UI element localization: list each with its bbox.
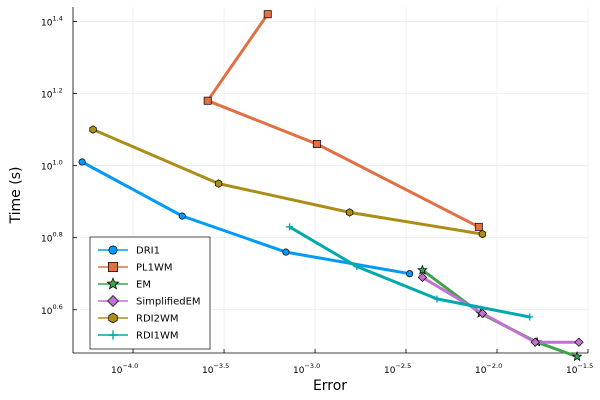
legend: DRI1 PL1WM EM SimplifiedEM RDI2WM RDI1WM (89, 236, 211, 350)
legend-swatch-marker (108, 330, 118, 340)
data-point (417, 264, 428, 275)
data-point (263, 10, 272, 19)
y-tick-label: 100.8 (41, 231, 63, 245)
data-point (78, 158, 86, 166)
legend-swatch-marker (108, 245, 118, 255)
data-point (526, 313, 534, 321)
data-point (89, 125, 97, 134)
legend-item: RDI1WM (98, 330, 178, 342)
data-point (286, 223, 294, 231)
x-axis-label: Error (313, 378, 347, 394)
legend-item: SimplifiedEM (98, 295, 201, 308)
x-tick-label: 10−2.0 (475, 362, 502, 376)
data-point (433, 295, 441, 303)
legend-item: PL1WM (98, 261, 172, 274)
series-em (417, 264, 583, 362)
legend-box (89, 236, 211, 350)
y-tick-label: 101.0 (41, 159, 63, 173)
y-tick-label: 101.4 (41, 14, 63, 28)
legend-label: RDI2WM (136, 314, 178, 325)
data-point (574, 337, 584, 347)
legend-swatch-marker (108, 312, 118, 324)
data-point (474, 222, 483, 231)
data-point (203, 96, 212, 105)
series-line (206, 13, 480, 229)
data-point (345, 208, 354, 217)
x-tick-label: 10−3.0 (293, 362, 320, 376)
legend-swatch-marker (106, 277, 120, 290)
axes: 10−4.0 10−3.5 10−3.0 10−2.5 10−2.0 10−1.5 100.… (41, 7, 593, 376)
data-point (178, 212, 186, 220)
data-point (214, 179, 223, 188)
series-simplifiedem (417, 272, 584, 347)
series-line (92, 128, 483, 236)
data-point (417, 272, 428, 283)
series-line (288, 225, 531, 319)
legend-label: SimplifiedEM (136, 297, 201, 308)
legend-swatch-marker (107, 261, 119, 273)
series-line (421, 276, 579, 344)
data-point (282, 248, 290, 256)
legend-label: RDI1WM (136, 331, 178, 342)
legend-item: EM (98, 277, 151, 291)
plot-series (78, 10, 584, 362)
data-point (312, 140, 321, 148)
x-tick-label: 10−2.5 (384, 362, 411, 376)
legend-label: PL1WM (136, 263, 172, 274)
data-point (571, 351, 583, 362)
legend-item: RDI2WM (98, 312, 178, 325)
series-pl1wm (203, 10, 483, 231)
series-rdi1wm (286, 223, 534, 321)
data-point (406, 270, 414, 278)
series-line (81, 160, 410, 276)
legend-swatch-marker (107, 295, 119, 307)
data-point (353, 263, 361, 270)
data-point (478, 229, 487, 239)
x-tick-label: 10−4.0 (111, 362, 138, 376)
data-point (477, 308, 488, 319)
series-dri1 (78, 158, 414, 278)
y-tick-label: 101.2 (41, 87, 63, 101)
x-tick-label: 10−3.5 (202, 362, 229, 376)
data-point (530, 337, 540, 347)
y-axis-label: Time (s) (8, 167, 24, 225)
legend-item: DRI1 (98, 245, 160, 257)
series-rdi2wm (89, 125, 487, 239)
legend-label: EM (136, 280, 151, 291)
legend-label: DRI1 (136, 246, 160, 257)
y-tick-label: 100.6 (41, 303, 63, 317)
x-tick-label: 10−1.5 (566, 362, 593, 376)
